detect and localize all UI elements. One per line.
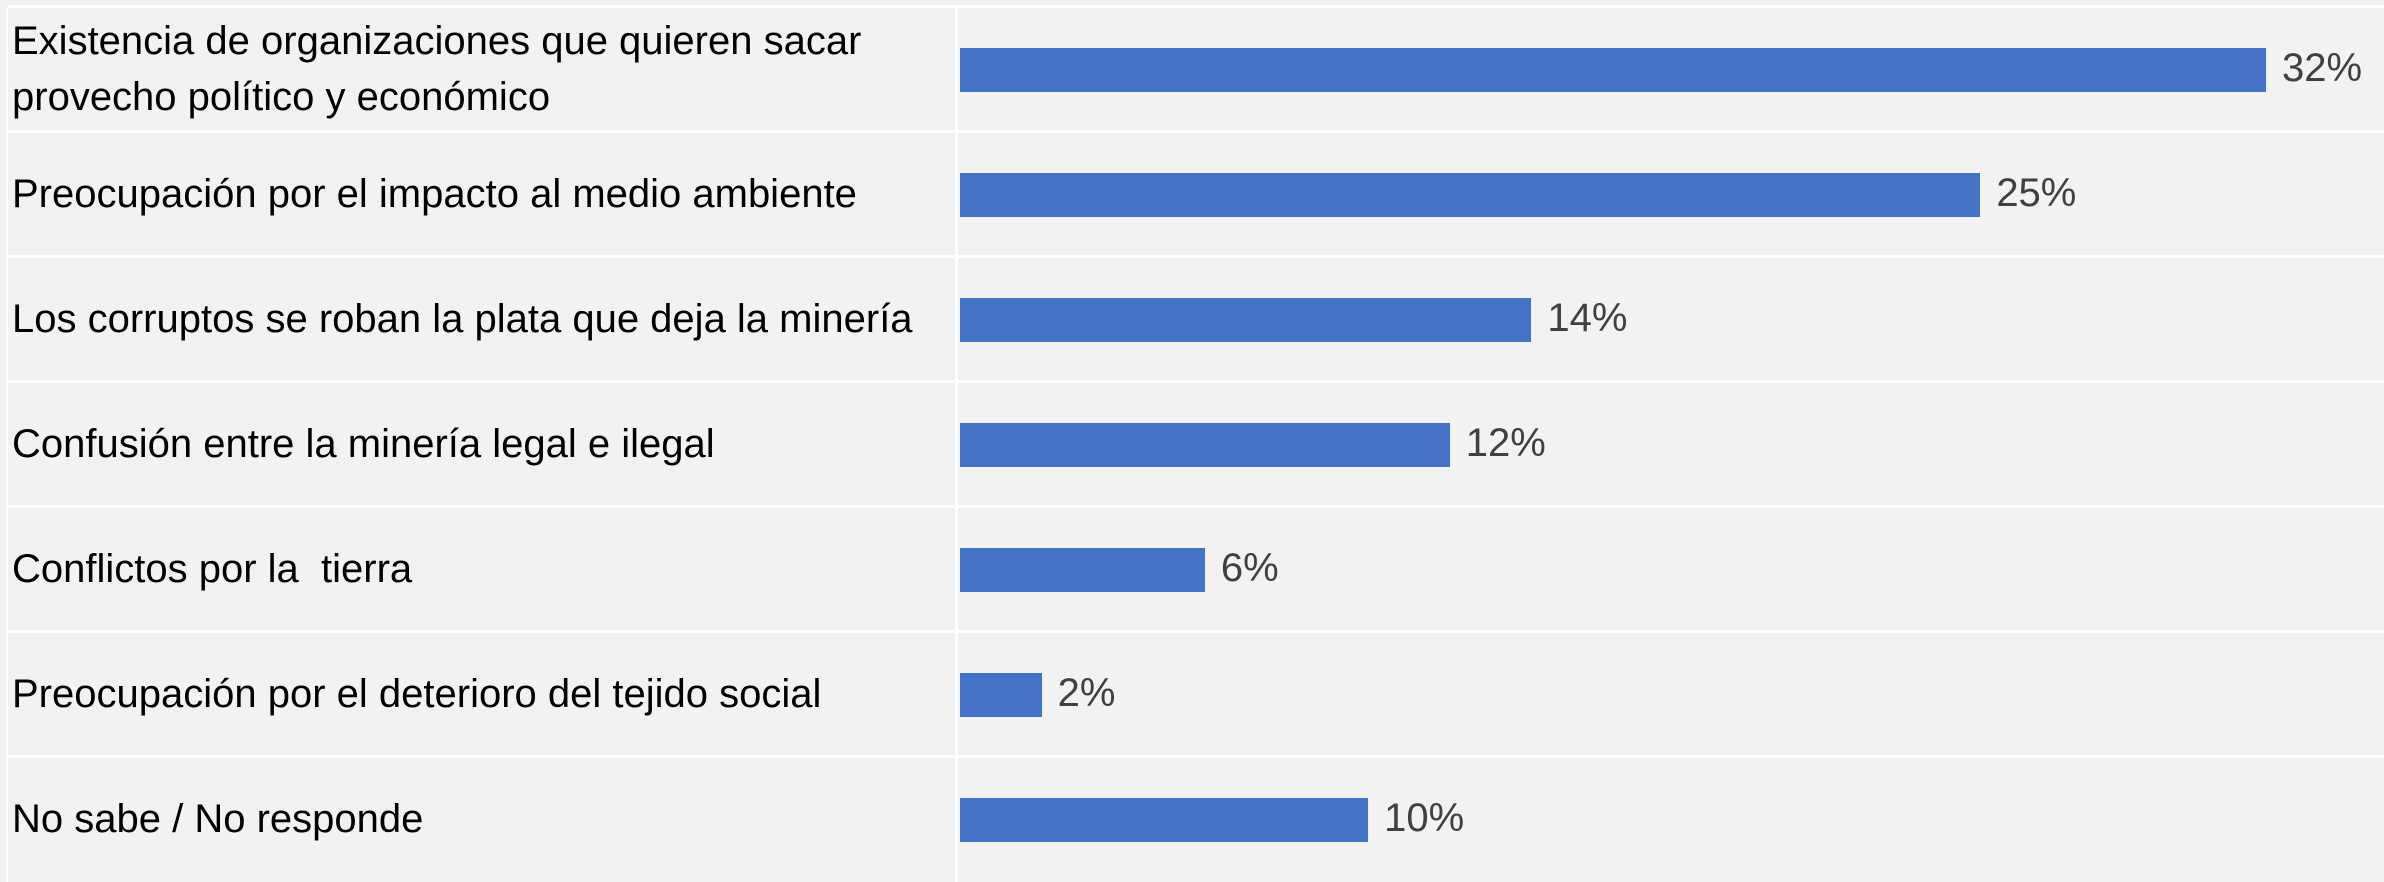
category-row: Los corruptos se roban la plata que deja… bbox=[8, 255, 2384, 379]
bar bbox=[960, 173, 1981, 217]
category-row: Preocupación por el impacto al medio amb… bbox=[8, 130, 2384, 254]
value-label: 32% bbox=[2282, 46, 2363, 90]
category-label: Confusión entre la minería legal e ilega… bbox=[12, 421, 715, 466]
bar bbox=[960, 48, 2266, 92]
bar bbox=[960, 423, 1450, 467]
value-label: 2% bbox=[1057, 671, 1116, 715]
category-row: Existencia de organizaciones que quieren… bbox=[8, 5, 2384, 129]
border-line bbox=[6, 8, 8, 882]
value-label: 10% bbox=[1384, 796, 1465, 840]
value-label: 12% bbox=[1465, 421, 1546, 465]
value-label: 14% bbox=[1547, 296, 1628, 340]
category-label: No sabe / No responde bbox=[12, 796, 424, 841]
category-label: Existencia de organizaciones que quieren… bbox=[12, 18, 873, 119]
category-row: Preocupación por el deterioro del tejido… bbox=[8, 630, 2384, 754]
category-label: Conflictos por la tierra bbox=[12, 546, 413, 591]
value-label: 25% bbox=[1996, 171, 2077, 215]
category-label: Preocupación por el deterioro del tejido… bbox=[12, 671, 822, 716]
category-row: No sabe / No responde 10% bbox=[8, 755, 2384, 879]
bar bbox=[960, 298, 1532, 342]
category-row: Conflictos por la tierra 6% bbox=[8, 505, 2384, 629]
category-row: Confusión entre la minería legal e ilega… bbox=[8, 380, 2384, 504]
category-label: Preocupación por el impacto al medio amb… bbox=[12, 171, 857, 216]
column-divider bbox=[955, 8, 958, 882]
bar bbox=[960, 548, 1205, 592]
bar bbox=[960, 798, 1369, 842]
value-label: 6% bbox=[1220, 546, 1279, 590]
bar bbox=[960, 673, 1042, 717]
category-label: Los corruptos se roban la plata que deja… bbox=[12, 296, 913, 341]
